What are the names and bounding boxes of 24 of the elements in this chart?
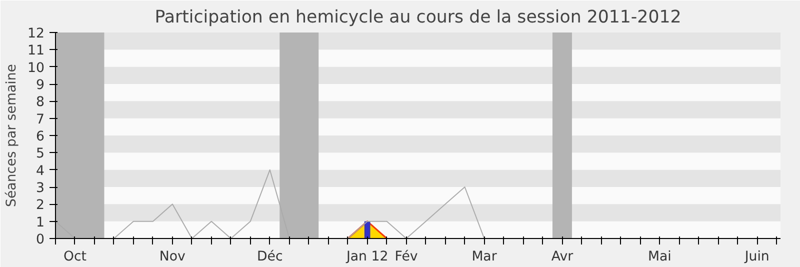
x-tick-label: Jan 12 bbox=[345, 250, 388, 264]
y-tick-label: 8 bbox=[36, 95, 45, 110]
y-tick-label: 7 bbox=[36, 112, 45, 128]
y-tick-label: 2 bbox=[36, 198, 45, 214]
x-tick-label: Fév bbox=[394, 250, 418, 264]
x-tick-label: Juin bbox=[744, 250, 770, 264]
y-tick-label: 11 bbox=[28, 44, 45, 59]
y-tick-label: 6 bbox=[36, 130, 45, 144]
y-tick-label: 3 bbox=[36, 181, 45, 196]
y-tick-label: 10 bbox=[28, 60, 45, 76]
x-tick-label: Mar bbox=[472, 250, 498, 264]
y-tick-label: 5 bbox=[36, 146, 45, 162]
x-tick-label: Déc bbox=[256, 250, 283, 264]
x-tick-label: Mai bbox=[648, 250, 672, 264]
chart-title: Participation en hemicycle au cours de la session 2011-2012 bbox=[154, 8, 682, 28]
y-axis-title: Séances par semaine bbox=[4, 64, 20, 207]
y-tick-label: 4 bbox=[36, 164, 45, 179]
y-tick-label: 1 bbox=[36, 215, 45, 230]
x-tick-label: Oct bbox=[63, 250, 87, 264]
y-tick-label: 9 bbox=[36, 78, 45, 93]
y-tick-label: 0 bbox=[36, 232, 45, 248]
y-tick-label: 12 bbox=[28, 26, 45, 42]
x-tick-label: Nov bbox=[159, 250, 186, 264]
x-tick-label: Avr bbox=[551, 250, 574, 264]
